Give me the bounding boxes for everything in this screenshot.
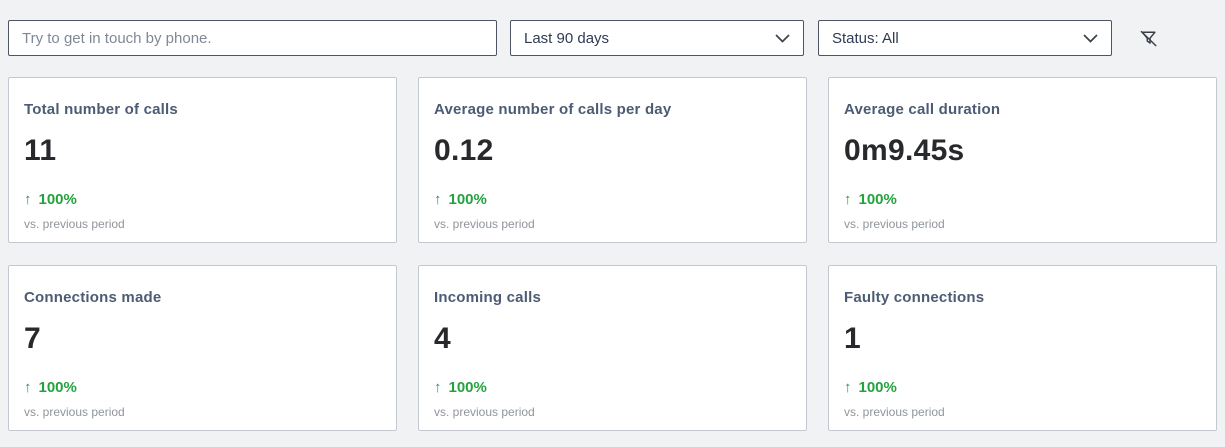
stat-card-comparison: vs. previous period [434, 405, 535, 419]
stat-card-trend: ↑ 100% [24, 379, 381, 396]
chevron-down-icon [775, 33, 790, 43]
stat-card-value: 4 [434, 322, 451, 355]
stat-card-title: Faulty connections [844, 289, 985, 306]
stat-card-comparison: vs. previous period [844, 217, 945, 231]
status-value: Status: All [832, 29, 899, 47]
stat-card-avg-calls-per-day: Average number of calls per day 0.12 ↑ 1… [418, 77, 807, 243]
stat-card-change: 100% [858, 191, 897, 208]
trend-up-arrow-icon: ↑ [434, 191, 442, 208]
stat-card-change: 100% [448, 191, 487, 208]
filter-off-icon [1140, 30, 1157, 46]
clear-filters-button[interactable] [1128, 20, 1168, 56]
stat-card-trend: ↑ 100% [434, 191, 791, 208]
trend-up-arrow-icon: ↑ [844, 191, 852, 208]
stat-card-trend: ↑ 100% [434, 379, 791, 396]
stat-card-value: 0m9.45s [844, 134, 965, 167]
stat-card-title: Average call duration [844, 101, 1001, 118]
stat-card-avg-call-duration: Average call duration 0m9.45s ↑ 100% vs.… [828, 77, 1217, 243]
stat-card-change: 100% [38, 379, 77, 396]
stat-card-comparison: vs. previous period [24, 405, 125, 419]
stat-card-comparison: vs. previous period [24, 217, 125, 231]
stat-card-value: 0.12 [434, 134, 494, 167]
stat-card-title: Total number of calls [24, 101, 178, 118]
date-range-dropdown[interactable]: Last 90 days [510, 20, 804, 56]
date-range-value: Last 90 days [524, 29, 610, 47]
stat-card-trend: ↑ 100% [24, 191, 381, 208]
stat-card-title: Connections made [24, 289, 162, 306]
trend-up-arrow-icon: ↑ [24, 191, 32, 208]
stat-card-change: 100% [448, 379, 487, 396]
stat-card-comparison: vs. previous period [844, 405, 945, 419]
stat-card-value: 7 [24, 322, 41, 355]
stat-card-faulty-connections: Faulty connections 1 ↑ 100% vs. previous… [828, 265, 1217, 431]
stat-card-trend: ↑ 100% [844, 379, 1201, 396]
phone-search-input[interactable] [8, 20, 497, 56]
stat-card-connections-made: Connections made 7 ↑ 100% vs. previous p… [8, 265, 397, 431]
stat-card-total-calls: Total number of calls 11 ↑ 100% vs. prev… [8, 77, 397, 243]
stat-card-trend: ↑ 100% [844, 191, 1201, 208]
trend-up-arrow-icon: ↑ [844, 379, 852, 396]
trend-up-arrow-icon: ↑ [24, 379, 32, 396]
status-dropdown[interactable]: Status: All [818, 20, 1112, 56]
chevron-down-icon [1083, 33, 1098, 43]
stat-card-title: Incoming calls [434, 289, 541, 306]
stat-cards-grid: Total number of calls 11 ↑ 100% vs. prev… [8, 77, 1217, 431]
stat-card-comparison: vs. previous period [434, 217, 535, 231]
stat-card-value: 1 [844, 322, 861, 355]
stat-card-title: Average number of calls per day [434, 101, 672, 118]
stat-card-change: 100% [38, 191, 77, 208]
stat-card-incoming-calls: Incoming calls 4 ↑ 100% vs. previous per… [418, 265, 807, 431]
trend-up-arrow-icon: ↑ [434, 379, 442, 396]
stat-card-value: 11 [24, 134, 57, 167]
stat-card-change: 100% [858, 379, 897, 396]
filter-bar: Last 90 days Status: All [8, 20, 1217, 56]
